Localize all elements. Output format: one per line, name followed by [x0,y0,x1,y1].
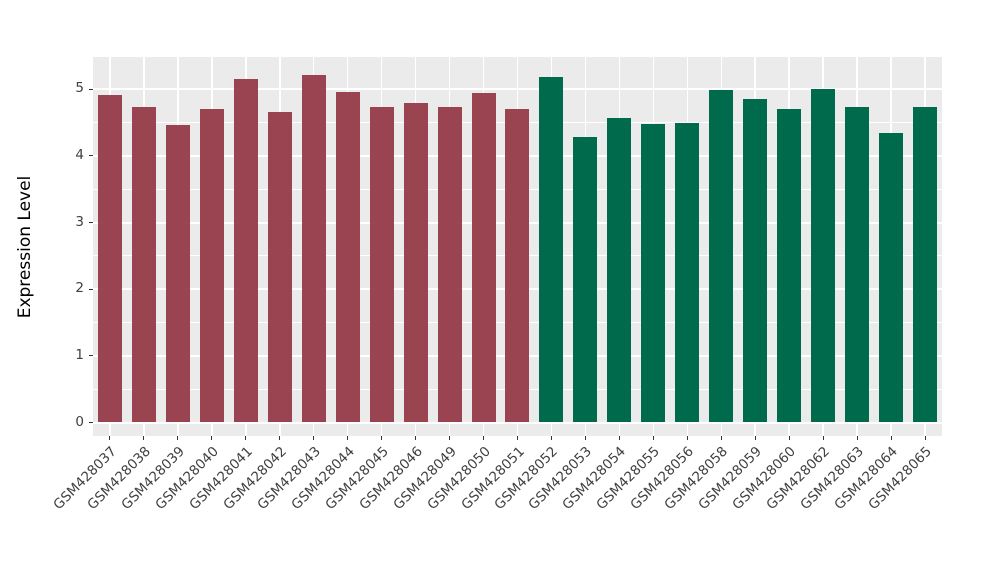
bar [539,77,564,423]
bar [675,122,700,423]
bar [301,74,326,423]
x-axis-tick [720,436,722,440]
y-axis-tick [89,222,93,224]
x-axis-tick [449,436,451,440]
bar [233,78,258,423]
x-axis-tick [211,436,213,440]
x-axis-tick [109,436,111,440]
x-axis-tick [618,436,620,440]
x-axis-tick [550,436,552,440]
x-axis-tick [381,436,383,440]
bar [573,136,598,423]
x-axis-tick [652,436,654,440]
bar [369,106,394,423]
y-tick-label: 4 [75,146,84,163]
bar [267,111,292,423]
bar [709,89,734,423]
bar [743,99,768,423]
x-axis-tick [584,436,586,440]
bar [845,106,870,423]
x-axis-tick [822,436,824,440]
x-axis-tick [890,436,892,440]
x-axis-tick [143,436,145,440]
bar [97,95,122,423]
x-axis-tick [856,436,858,440]
x-axis-tick [313,436,315,440]
bar [607,117,632,423]
bar [811,89,836,423]
bar [879,132,904,423]
x-axis-tick [686,436,688,440]
bar [437,106,462,423]
x-axis-tick [517,436,518,440]
x-axis-tick [483,436,485,440]
bar [403,102,428,423]
x-axis-tick [788,436,790,440]
y-tick-label: 2 [75,280,84,297]
y-tick-label: 1 [75,346,84,363]
y-axis-tick [89,355,93,357]
x-axis-tick [177,436,179,440]
y-tick-label: 5 [75,80,84,97]
y-axis-tick [89,422,93,423]
y-axis-tick [89,288,93,290]
bar [131,106,156,423]
bar [199,108,224,423]
y-axis-tick [89,155,93,157]
bar [505,108,530,423]
x-axis-tick [245,436,247,440]
x-axis-tick [279,436,281,440]
y-tick-label: 3 [75,213,84,230]
chart-panel [93,57,942,436]
x-axis-tick [415,436,417,440]
bar [335,91,360,423]
x-axis-tick [754,436,756,440]
x-axis-tick [347,436,349,440]
bar [913,106,937,423]
bar [165,124,190,423]
bar [641,123,666,423]
y-tick-label: 0 [75,413,84,430]
bar [471,93,496,423]
y-axis-tick [89,88,93,90]
y-axis-title: Expression Level [15,175,35,318]
bar [777,109,802,423]
x-axis-tick [924,436,926,440]
